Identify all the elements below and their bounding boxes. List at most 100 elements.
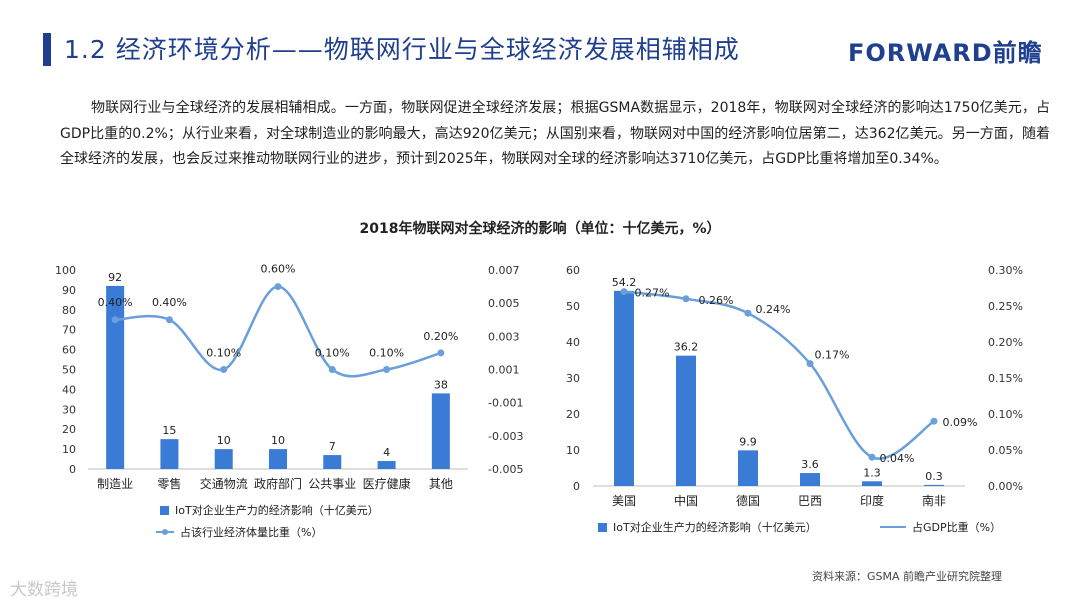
x-axis-tick-label: 南非: [922, 493, 946, 508]
y-axis-tick-label: 40: [62, 383, 76, 396]
y2-axis-tick-label: 0.005: [488, 297, 520, 310]
bar-data-label: 15: [162, 424, 176, 437]
title-accent-bar: [43, 33, 51, 66]
line-data-label: 0.04%: [880, 452, 915, 465]
bar: [431, 393, 450, 469]
bar: [924, 484, 944, 486]
line-data-label: 0.10%: [206, 347, 241, 360]
line-data-label: 0.60%: [261, 263, 296, 276]
y-axis-tick-label: 50: [62, 364, 76, 377]
x-axis-tick-label: 零售: [157, 476, 181, 491]
x-axis-tick-label: 印度: [860, 493, 884, 508]
y-axis-tick-label: 60: [62, 344, 76, 357]
legend-bar-swatch: [160, 506, 169, 515]
x-axis-tick-label: 制造业: [97, 477, 133, 491]
y2-axis-tick-label: 0.15%: [988, 372, 1023, 385]
y2-axis-tick-label: -0.001: [488, 397, 523, 410]
line-point: [437, 349, 445, 357]
bar-data-label: 54.2: [612, 276, 637, 289]
line-data-label: 0.24%: [756, 303, 791, 316]
bar: [800, 473, 820, 486]
line-point: [274, 283, 282, 291]
x-axis-tick-label: 美国: [612, 494, 636, 508]
line-point: [220, 366, 228, 373]
country-chart: 0 10 20 30 40 50 60 0.00% 0.05% 0.10% 0.15% 0.20% 0.…: [566, 264, 1023, 534]
y-axis-tick-label: 70: [62, 324, 76, 337]
bar-data-label: 10: [217, 434, 231, 447]
line-data-label: 0.27%: [635, 287, 670, 300]
line-point: [111, 316, 119, 324]
y2-axis-tick-label: 0.20%: [988, 336, 1023, 349]
y2-axis-tick-label: 0.007: [488, 264, 520, 277]
x-axis-tick-label: 德国: [736, 493, 760, 508]
bar: [862, 481, 882, 486]
bar: [738, 450, 758, 486]
bar-data-label: 36.2: [674, 341, 699, 354]
bar: [377, 461, 396, 469]
line-point: [930, 417, 938, 425]
bar-data-label: 0.3: [925, 470, 943, 483]
y2-axis-tick-label: -0.003: [488, 430, 523, 443]
y-axis-tick-label: 60: [566, 264, 580, 277]
y-axis-tick-label: 40: [566, 336, 580, 349]
line-data-label: 0.20%: [423, 330, 458, 343]
legend-bar-label: IoT对企业生产力的经济影响（十亿美元）: [175, 503, 379, 517]
y-axis-tick-label: 0: [573, 480, 580, 493]
line-data-label: 0.40%: [152, 296, 187, 309]
watermark: 大数跨境: [10, 580, 78, 600]
x-axis-tick-label: 其他: [429, 477, 453, 491]
y-axis-tick-label: 30: [566, 372, 580, 385]
bar-data-label: 7: [329, 440, 336, 453]
x-axis-tick-label: 中国: [674, 493, 698, 508]
y-axis-tick-label: 0: [69, 463, 76, 476]
chart-title: 2018年物联网对全球经济的影响（单位：十亿美元，%）: [359, 221, 721, 237]
legend-line-label: 占GDP比重（%）: [912, 520, 1001, 534]
y2-axis-tick-label: 0.10%: [988, 408, 1023, 421]
line-point: [806, 360, 814, 368]
bar: [214, 449, 233, 469]
x-axis-tick-label: 巴西: [798, 494, 822, 508]
line-data-label: 0.10%: [315, 347, 350, 360]
y2-axis-tick-label: 0.001: [488, 364, 520, 377]
bar: [106, 285, 125, 469]
y-axis-tick-label: 20: [62, 423, 76, 436]
y-axis-tick-label: 20: [566, 408, 580, 421]
x-axis-tick-label: 医疗健康: [363, 476, 411, 491]
line-data-label: 0.40%: [98, 296, 133, 309]
y2-axis-tick-label: 0.00%: [988, 480, 1023, 493]
y2-axis-tick-label: 0.05%: [988, 444, 1023, 457]
bar-data-label: 92: [108, 271, 122, 284]
intro-paragraph: 物联网行业与全球经济的发展相辅相成。一方面，物联网促进全球经济发展；根据GSMA…: [60, 100, 1050, 167]
line-point: [328, 366, 336, 373]
y-axis-tick-label: 30: [62, 403, 76, 416]
x-axis-tick-label: 公共事业: [308, 477, 356, 491]
y2-axis-tick-label: 0.25%: [988, 300, 1023, 313]
bar: [614, 290, 634, 486]
line-data-label: 0.26%: [699, 294, 734, 307]
legend-bar-swatch: [598, 523, 607, 532]
y2-axis-tick-label: 0.003: [488, 330, 520, 343]
legend-line-marker: [162, 529, 168, 535]
x-axis-tick-label: 政府部门: [254, 476, 302, 491]
line-point: [744, 309, 752, 317]
bar: [323, 455, 342, 469]
y2-axis-tick-label: 0.30%: [988, 264, 1023, 277]
y-axis-tick-label: 10: [62, 443, 76, 456]
y2-axis-tick-label: -0.005: [488, 463, 523, 476]
y-axis-tick-label: 80: [62, 304, 76, 317]
line-point: [868, 453, 876, 461]
line-data-label: 0.10%: [369, 347, 404, 360]
line-point: [620, 288, 628, 296]
bar-data-label: 10: [271, 434, 285, 447]
forward-logo: FORWARD前瞻: [848, 39, 1043, 67]
line-point: [165, 316, 173, 324]
legend-bar-label: IoT对企业生产力的经济影响（十亿美元）: [613, 520, 817, 534]
y-axis-tick-label: 100: [55, 264, 76, 277]
industry-chart: 0 10 20 30 40 50 60 70 80 90 100 -0.005 -0.003 -0.001…: [55, 263, 523, 539]
bar: [676, 355, 696, 486]
bar: [160, 439, 179, 469]
bar-data-label: 4: [383, 446, 390, 459]
source-note: 资料来源：GSMA 前瞻产业研究院整理: [812, 570, 1003, 583]
y-axis-tick-label: 90: [62, 284, 76, 297]
page-title: 1.2 经济环境分析——物联网行业与全球经济发展相辅相成: [64, 35, 740, 64]
